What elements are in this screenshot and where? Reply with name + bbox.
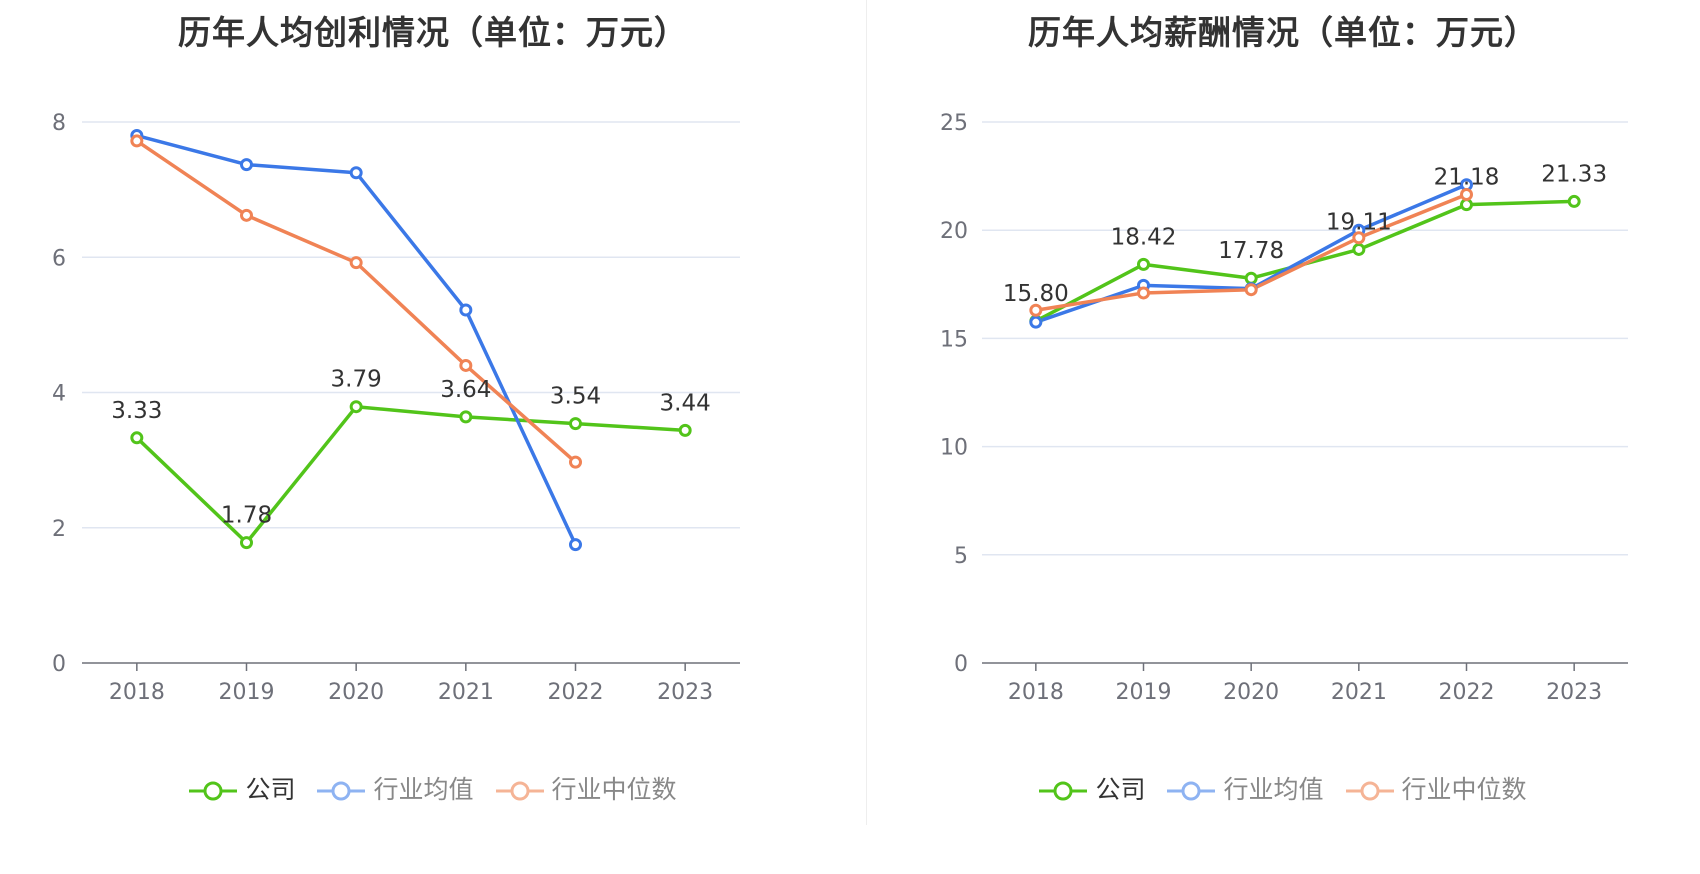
data-point — [240, 208, 253, 222]
data-label: 18.42 — [1111, 224, 1177, 250]
series-line — [135, 404, 686, 545]
y-tick-label: 25 — [940, 111, 968, 136]
x-tick-label: 2021 — [438, 680, 494, 705]
chart-legend: 公司 行业均值 行业中位数 — [866, 770, 1700, 806]
profit-line-chart: 0 2 4 6 8 2018 2019 2020 2021 2022 2023 3.33 1.78 3.7… — [52, 111, 740, 705]
x-tick-label: 2018 — [109, 680, 165, 705]
data-point — [459, 303, 473, 317]
y-tick-label: 8 — [52, 111, 66, 136]
data-label: 21.18 — [1434, 165, 1500, 191]
panel-divider — [866, 0, 867, 825]
chart-title: 历年人均薪酬情况（单位：万元） — [1028, 13, 1538, 52]
legend-label: 行业中位数 — [1401, 775, 1527, 804]
legend-line-marker-icon — [495, 778, 544, 801]
x-tick-label: 2019 — [219, 680, 275, 705]
data-label: 15.80 — [1003, 281, 1069, 307]
data-point — [240, 536, 253, 550]
legend-item-industry-median[interactable]: 行业中位数 — [1345, 770, 1527, 806]
legend-line-marker-icon — [1345, 778, 1394, 801]
y-tick-label: 4 — [52, 382, 66, 407]
chart-panel-profit: 历年人均创利情况（单位：万元） 0 2 4 6 8 2018 2019 2020 2021 202… — [0, 13, 866, 806]
legend-line-marker-icon — [317, 778, 366, 801]
data-label: 1.78 — [221, 503, 272, 529]
data-point — [459, 358, 473, 372]
data-label: 17.78 — [1218, 238, 1284, 264]
data-point — [569, 455, 582, 469]
data-point — [569, 417, 582, 431]
data-point — [1567, 194, 1581, 208]
x-tick-label: 2022 — [548, 680, 604, 705]
data-point — [130, 431, 144, 445]
legend-label: 公司 — [1095, 775, 1146, 804]
data-point — [1244, 271, 1258, 285]
x-tick-label: 2023 — [657, 680, 713, 705]
legend-item-industry-average[interactable]: 行业均值 — [1167, 770, 1324, 806]
legend-item-company[interactable]: 公司 — [1039, 770, 1145, 806]
legend-line-marker-icon — [1167, 778, 1216, 801]
chart-legend: 公司 行业均值 行业中位数 — [0, 770, 866, 806]
chart-title: 历年人均创利情况（单位：万元） — [178, 13, 688, 52]
data-point — [1029, 315, 1043, 329]
legend-item-industry-average[interactable]: 行业均值 — [317, 770, 474, 806]
x-tick-label: 2019 — [1116, 680, 1172, 705]
data-point — [349, 256, 363, 270]
data-point — [349, 400, 363, 414]
data-point — [459, 410, 473, 424]
data-point — [1029, 303, 1043, 317]
data-label: 3.79 — [331, 367, 382, 393]
data-point — [1460, 198, 1473, 212]
x-tick-label: 2018 — [1008, 680, 1064, 705]
data-point — [1244, 283, 1258, 297]
x-tick-label: 2020 — [328, 680, 384, 705]
x-tick-label: 2020 — [1223, 680, 1279, 705]
data-point — [1137, 286, 1150, 300]
x-tick-label: 2022 — [1439, 680, 1495, 705]
data-point — [1137, 257, 1150, 271]
series-line — [136, 133, 578, 546]
y-tick-label: 2 — [52, 517, 66, 542]
data-label: 21.33 — [1541, 161, 1607, 187]
data-point — [240, 158, 253, 172]
chart-panel-salary: 历年人均薪酬情况（单位：万元） 0 5 10 15 20 25 2018 2019 2020 20… — [866, 0, 1700, 874]
y-tick-label: 6 — [52, 246, 66, 271]
data-point — [130, 134, 144, 148]
x-tick-label: 2023 — [1546, 680, 1602, 705]
y-tick-label: 5 — [954, 544, 968, 569]
data-point — [1352, 242, 1366, 256]
legend-label: 公司 — [245, 775, 296, 804]
series-line — [135, 139, 577, 464]
x-tick-label: 2021 — [1331, 680, 1387, 705]
data-point — [569, 538, 582, 552]
legend-item-company[interactable]: 公司 — [189, 770, 295, 806]
y-tick-label: 0 — [52, 652, 66, 677]
legend-label: 行业中位数 — [551, 775, 677, 804]
data-label: 19.11 — [1326, 209, 1392, 235]
data-point — [678, 423, 692, 437]
y-tick-label: 0 — [954, 652, 968, 677]
data-label: 3.33 — [111, 398, 162, 424]
y-tick-label: 20 — [940, 219, 968, 244]
y-tick-label: 15 — [940, 327, 968, 352]
legend-label: 行业均值 — [373, 775, 474, 804]
legend-item-industry-median[interactable]: 行业中位数 — [495, 770, 677, 806]
data-label: 3.64 — [440, 377, 491, 403]
y-tick-label: 10 — [940, 436, 968, 461]
legend-line-marker-icon — [1039, 778, 1088, 801]
data-point — [349, 166, 363, 180]
data-label: 3.44 — [660, 390, 711, 416]
data-label: 3.54 — [550, 384, 601, 410]
legend-line-marker-icon — [189, 778, 238, 801]
data-point — [1460, 187, 1473, 201]
data-point — [1352, 231, 1366, 245]
salary-line-chart: 0 5 10 15 20 25 2018 2019 2020 2021 2022 2023 15.80 1… — [940, 111, 1628, 705]
legend-label: 行业均值 — [1223, 775, 1324, 804]
